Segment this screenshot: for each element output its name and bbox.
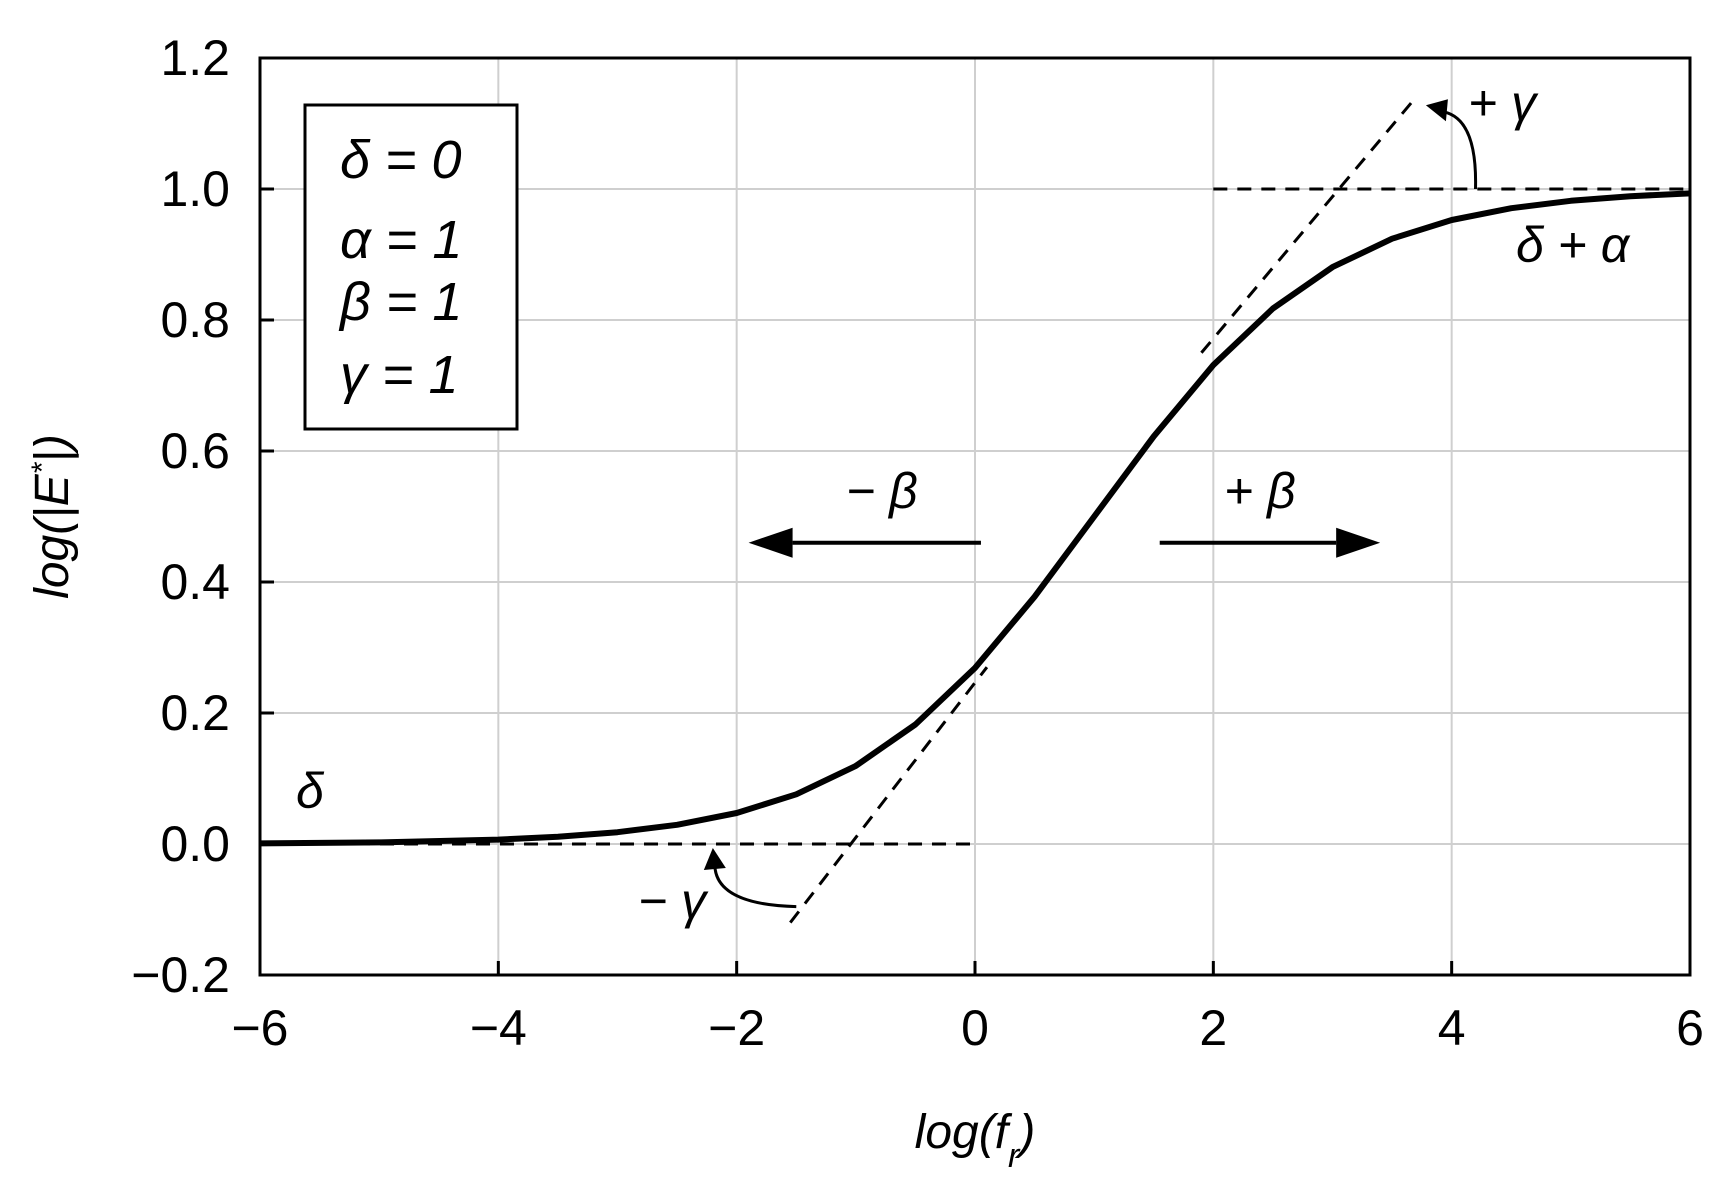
- minus-gamma-arrow: [713, 865, 797, 909]
- y-tick-label: −0.2: [131, 947, 230, 1003]
- minus-gamma-label: − γ: [638, 873, 709, 929]
- plus-gamma-label: + γ: [1468, 75, 1539, 131]
- sigmoid-curve: [259, 190, 1691, 847]
- x-tick-label: −2: [708, 1000, 765, 1056]
- y-tick-label: 0.6: [160, 423, 230, 479]
- beta-arrow-right-head: [1336, 527, 1381, 558]
- delta-label: δ: [296, 763, 325, 819]
- legend-beta: β = 1: [338, 272, 462, 332]
- y-axis-title: log(|E*|): [26, 434, 80, 599]
- plus-gamma-arrow: [1439, 109, 1478, 190]
- plus-gamma-arrowhead: [1425, 99, 1448, 122]
- y-tick-label: 0.2: [160, 685, 230, 741]
- upper-tangent-line: [1200, 96, 1418, 354]
- y-tick-label: 0.8: [160, 292, 230, 348]
- beta-arrow-left-head: [748, 527, 793, 558]
- minus-gamma-arrowhead: [703, 848, 726, 870]
- y-tick-label: 0.0: [160, 816, 230, 872]
- x-axis-ticks: −6 −4 −2 0 2 4 6: [231, 961, 1704, 1056]
- legend: δ = 0 α = 1 β = 1 γ = 1: [303, 103, 519, 431]
- x-tick-label: −4: [470, 1000, 527, 1056]
- x-tick-label: 0: [961, 1000, 989, 1056]
- legend-box: [303, 103, 519, 431]
- y-tick-label: 1.0: [160, 161, 230, 217]
- plus-beta-label: + β: [1224, 463, 1296, 519]
- y-tick-label: 1.2: [160, 30, 230, 86]
- delta-plus-alpha-label: δ + α: [1516, 217, 1631, 273]
- y-tick-label: 0.4: [160, 554, 230, 610]
- y-axis-ticks: −0.2 0.0 0.2 0.4 0.6 0.8 1.0 1.2: [131, 30, 274, 1003]
- lower-tangent-line: [789, 666, 989, 924]
- curve-layer: [259, 190, 1691, 847]
- x-tick-label: 4: [1438, 1000, 1466, 1056]
- x-axis-title: log(fr): [915, 1106, 1036, 1175]
- minus-beta-label: − β: [846, 463, 918, 519]
- x-tick-label: −6: [231, 1000, 288, 1056]
- legend-alpha: α = 1: [340, 210, 462, 270]
- legend-delta: δ = 0: [340, 130, 462, 190]
- reference-lines: [260, 96, 1690, 924]
- legend-gamma: γ = 1: [340, 345, 459, 405]
- x-tick-label: 6: [1676, 1000, 1704, 1056]
- x-tick-label: 2: [1199, 1000, 1227, 1056]
- annotation-arrows: [703, 99, 1478, 909]
